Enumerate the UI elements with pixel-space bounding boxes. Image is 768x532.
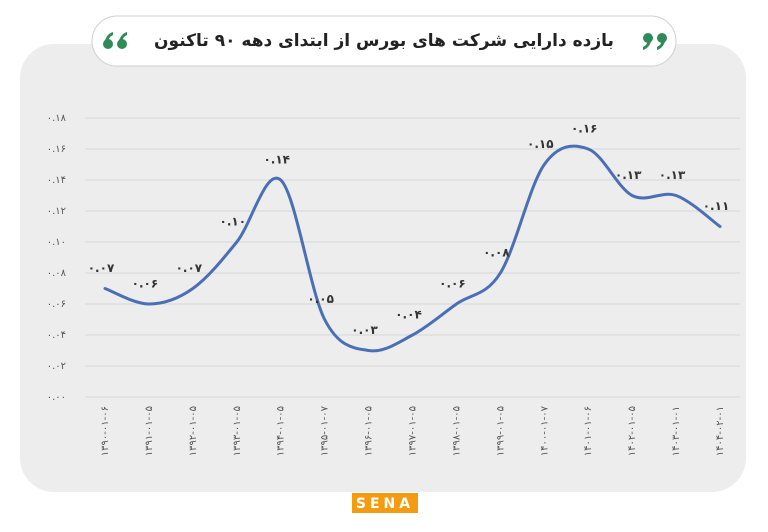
y-tick-label: ۰.۰۴ — [47, 330, 66, 341]
x-tick-label: ۱۴۰۱-۰۱-۰۶ — [583, 406, 594, 456]
y-tick-label: ۰.۱۶ — [47, 144, 66, 155]
x-tick-label: ۱۳۹۷-۰۱-۰۵ — [408, 406, 419, 456]
data-label: ۰.۰۷ — [176, 261, 203, 275]
data-label: ۰.۰۶ — [132, 277, 159, 291]
data-label: ۰.۰۵ — [307, 292, 334, 306]
x-tick-label: ۱۳۹۴-۰۱-۰۵ — [276, 406, 287, 456]
x-tick-label: ۱۴۰۲-۰۱-۰۵ — [627, 406, 638, 456]
x-tick-label: ۱۳۹۹-۰۱-۰۵ — [495, 406, 506, 456]
chart-card — [20, 44, 746, 492]
y-tick-label: ۰.۰۲ — [47, 361, 66, 372]
y-tick-label: ۰.۰۶ — [47, 299, 66, 310]
x-tick-label: ۱۳۹۱-۰۱-۰۵ — [144, 406, 155, 456]
y-tick-label: ۰.۱۸ — [47, 113, 67, 124]
data-label: ۰.۱۵ — [527, 137, 554, 151]
data-label: ۰.۰۴ — [395, 308, 422, 322]
data-label: ۰.۱۶ — [571, 122, 598, 136]
data-label: ۰.۰۷ — [88, 261, 115, 275]
data-label: ۰.۱۳ — [615, 168, 642, 182]
x-tick-label: ۱۳۹۰-۰۱-۰۶ — [100, 406, 111, 456]
data-label: ۰.۱۰ — [220, 215, 247, 229]
data-label: ۰.۱۳ — [659, 168, 686, 182]
y-tick-label: ۰.۱۲ — [47, 206, 66, 217]
chart-title: بازده دارایی شرکت های بورس از ابتدای دهه… — [154, 31, 614, 51]
line — [103, 144, 722, 353]
x-tick-label: ۱۳۹۸-۰۱-۰۵ — [451, 406, 462, 456]
logo: SENA — [356, 496, 414, 512]
y-tick-label: ۰.۰۰ — [47, 392, 66, 403]
quote-left — [103, 32, 127, 49]
logo-box — [352, 493, 418, 513]
x-tick-label: ۱۳۹۲-۰۱-۰۵ — [188, 406, 199, 456]
x-tick-label: ۱۴۰۰-۰۱-۰۷ — [539, 405, 550, 456]
x-tick-label: ۱۳۹۶-۰۱-۰۵ — [364, 406, 375, 456]
x-tick-label: ۱۴۰۴-۰۲-۰۱ — [715, 406, 726, 456]
y-tick-label: ۰.۰۸ — [47, 268, 67, 279]
data-label: ۰.۰۸ — [483, 246, 510, 260]
x-tick-label: ۱۳۹۳-۰۱-۰۵ — [232, 406, 243, 456]
y-tick-label: ۰.۱۴ — [47, 175, 66, 186]
quote-right — [643, 33, 667, 50]
x-tick-label: ۱۴۰۳-۰۱-۰۱ — [671, 406, 682, 456]
data-label: ۰.۱۴ — [263, 153, 290, 167]
data-label: ۰.۱۱ — [703, 199, 730, 213]
data-label: ۰.۰۳ — [351, 323, 378, 337]
data-label: ۰.۰۶ — [439, 277, 466, 291]
y-tick-label: ۰.۱۰ — [47, 237, 66, 248]
x-tick-label: ۱۳۹۵-۰۱-۰۷ — [320, 405, 331, 456]
title-pill — [91, 15, 677, 67]
